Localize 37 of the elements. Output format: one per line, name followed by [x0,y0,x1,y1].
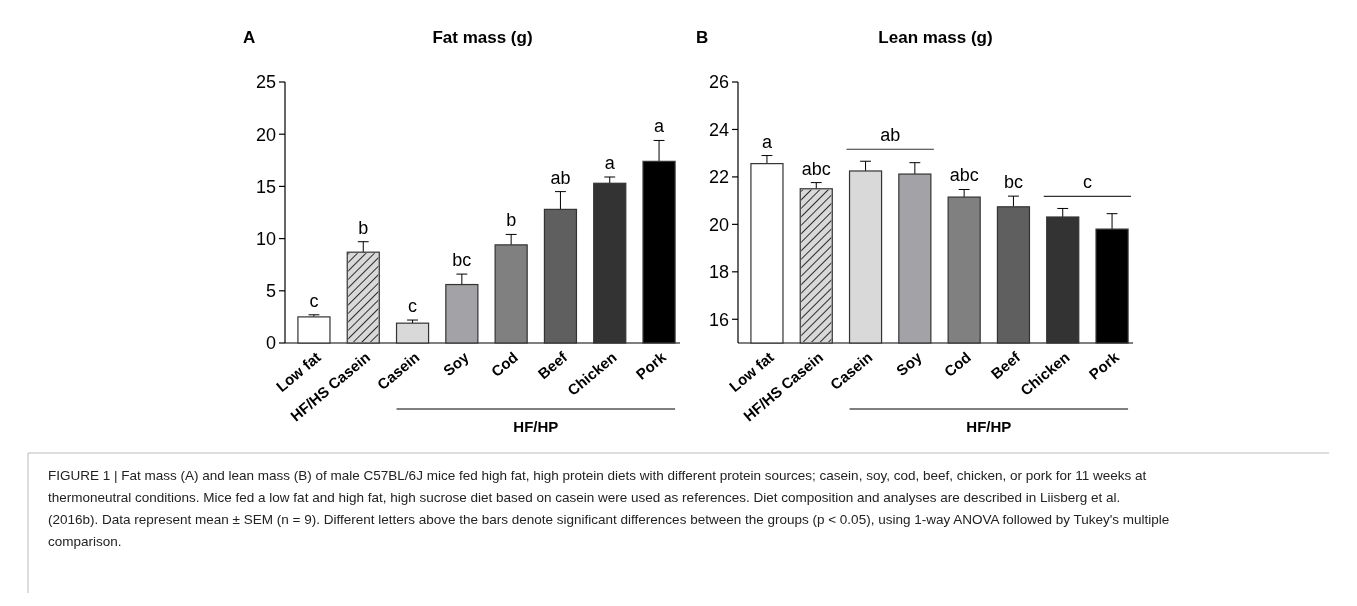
y-tick-label: 25 [255,72,276,93]
x-tick-label: Cod [487,348,522,381]
y-tick-label: 0 [265,333,276,354]
x-tick-label: Cod [940,348,975,381]
chart-title: Fat mass (g) [432,28,533,47]
annotation: b [358,217,369,238]
x-tick-label: Soy [892,347,926,379]
y-tick-label: 5 [265,281,276,302]
chart-title: Lean mass (g) [878,28,993,47]
y-tick-label: 10 [255,228,276,249]
annotation: c [408,296,418,317]
y-tick-label: 26 [708,72,729,93]
y-tick-label: 20 [255,124,276,145]
caption: FIGURE 1 | Fat mass (A) and lean mass (B) of male C57BL/6J mice fed high fat, high protein diets with different protein sources; casein, soy, cod, beef, chicken, or pork for 11 weeks at thermoneutral conditions. Mice fed a low fat and high fat, high sucrose diet based on casein were used as references. Diet composition and analyses are described in Liisberg et al. (2016b). Data represent mean ± SEM (n = 9). Different letters above the bars denote significant differences between the groups (p < 0.05), using 1-way ANOVA followed by Tukey's multiple comparison. [48,468,1170,549]
text: HF/HP [966,418,1012,435]
annotation: a [654,116,666,137]
annotation: c [309,290,319,311]
y-tick-label: 18 [708,262,729,283]
annotation: ab [550,167,571,188]
x-tick-label: Soy [439,347,473,379]
annotation: bc [1003,172,1023,193]
y-tick-label: 22 [708,167,729,188]
annotation: abc [949,165,979,186]
y-tick-label: 20 [708,214,729,235]
y-tick-label: 15 [255,176,276,197]
annotation: a [604,153,616,173]
y-tick-label: 24 [708,119,729,140]
annotation: abc [801,158,831,179]
annotation: a [761,131,773,152]
text: HF/HP [513,418,559,435]
annotation: c [1082,172,1092,193]
text: A [243,28,256,47]
annotation: b [506,210,517,231]
text: B [696,28,709,47]
annotation: ab [880,125,901,146]
annotation: bc [452,250,472,271]
y-tick-label: 16 [708,309,729,330]
